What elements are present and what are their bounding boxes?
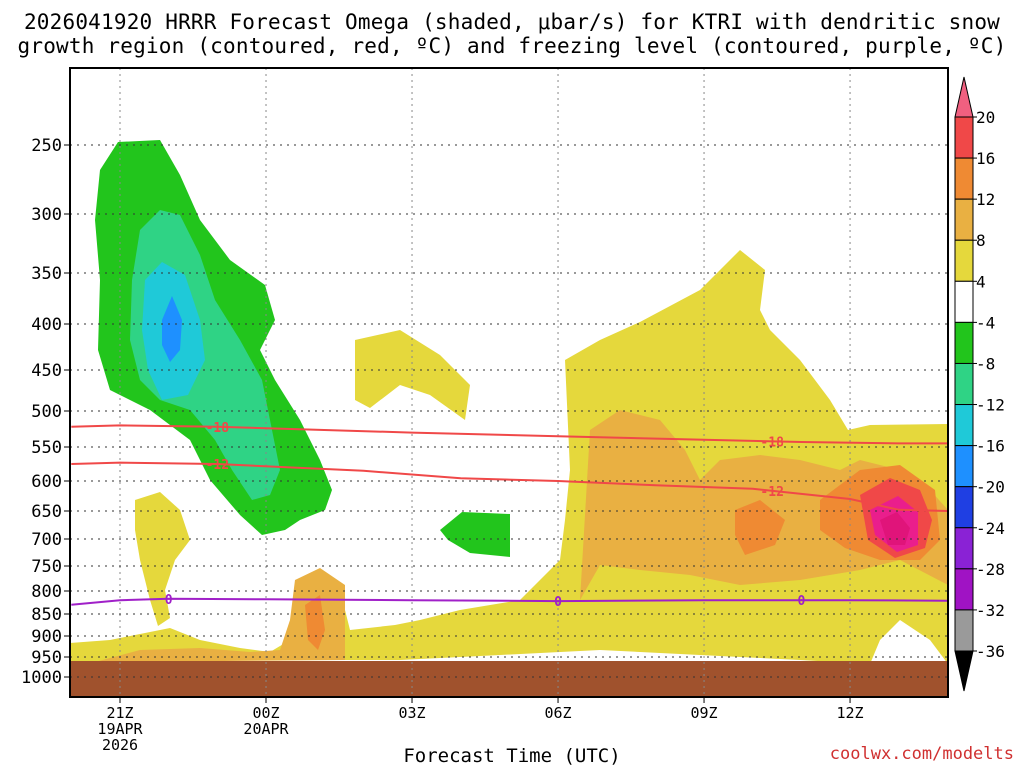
colorbar-box bbox=[954, 280, 974, 323]
omega-4-8-yellow-column bbox=[135, 492, 190, 626]
y-tick-label: 950 bbox=[31, 648, 62, 668]
y-tick-label: 400 bbox=[31, 315, 62, 335]
colorbar-label: -36 bbox=[976, 642, 1005, 661]
colorbar-box bbox=[954, 116, 974, 159]
x-tick-label: 20APR bbox=[243, 720, 289, 738]
y-tick-label: 800 bbox=[31, 582, 62, 602]
colorbar-label: -8 bbox=[976, 354, 995, 373]
y-tick-label: 300 bbox=[31, 205, 62, 225]
colorbar-label: 16 bbox=[976, 149, 995, 168]
colorbar-box bbox=[954, 445, 974, 488]
colorbar-top-arrow bbox=[954, 76, 974, 118]
x-tick-label: 06Z bbox=[544, 704, 571, 722]
colorbar-box bbox=[954, 321, 974, 364]
chart-title-line-2: growth region (contoured, red, ºC) and f… bbox=[17, 34, 1007, 58]
colorbar-label: -20 bbox=[976, 478, 1005, 497]
omega-neg16-neg20-blue bbox=[162, 296, 182, 362]
y-tick-label: 350 bbox=[31, 264, 62, 284]
y-tick-label: 650 bbox=[31, 502, 62, 522]
colorbar-box bbox=[954, 198, 974, 241]
x-tick-label: 00Z bbox=[252, 704, 279, 722]
credit-text: coolwx.com/modelts bbox=[829, 744, 1014, 764]
y-tick-label: 500 bbox=[31, 402, 62, 422]
contour-label: -18 bbox=[206, 421, 230, 436]
contour-line-0 bbox=[71, 597, 948, 606]
x-tick-label: 19APR bbox=[97, 720, 143, 738]
colorbar-label: -4 bbox=[976, 313, 995, 332]
x-tick-label: 09Z bbox=[690, 704, 717, 722]
omega-12-16-orange-a bbox=[735, 500, 785, 555]
colorbar-label: -24 bbox=[976, 519, 1005, 538]
colorbar-label: -12 bbox=[976, 396, 1005, 415]
colorbar-label: -32 bbox=[976, 601, 1005, 620]
y-tick-label: 450 bbox=[31, 361, 62, 381]
y-tick-label: 700 bbox=[31, 530, 62, 550]
x-tick-label: 03Z bbox=[398, 704, 425, 722]
y-tick-label: 600 bbox=[31, 472, 62, 492]
plot-frame bbox=[69, 67, 949, 698]
contour-line--18 bbox=[71, 424, 948, 445]
colorbar-box bbox=[954, 239, 974, 282]
colorbar-label: -28 bbox=[976, 560, 1005, 579]
x-axis-title: Forecast Time (UTC) bbox=[403, 745, 621, 767]
x-tick-label: 2026 bbox=[102, 736, 138, 754]
colorbar-box bbox=[954, 568, 974, 611]
contour-label: 0 bbox=[554, 595, 562, 610]
x-tick-label: 21Z bbox=[106, 704, 133, 722]
colorbar-box bbox=[954, 609, 974, 652]
colorbar-label: 12 bbox=[976, 190, 995, 209]
y-tick-label: 850 bbox=[31, 605, 62, 625]
shaded-omega-field bbox=[70, 140, 948, 697]
colorbar-box bbox=[954, 527, 974, 570]
colorbar-label: 4 bbox=[976, 272, 986, 291]
colorbar-box bbox=[954, 362, 974, 406]
chart-title-line-1: 2026041920 HRRR Forecast Omega (shaded, … bbox=[23, 10, 1001, 34]
colorbar-box bbox=[954, 157, 974, 200]
y-tick-label: 750 bbox=[31, 557, 62, 577]
colorbar-label: 20 bbox=[976, 108, 995, 127]
colorbar-bottom-arrow bbox=[954, 650, 974, 692]
omega-neg4-neg8-green-small bbox=[440, 512, 510, 557]
contour-label: -12 bbox=[206, 458, 229, 473]
y-tick-label: 550 bbox=[31, 438, 62, 458]
colorbar-label: -16 bbox=[976, 437, 1005, 456]
contour-label: 0 bbox=[797, 594, 805, 609]
omega-8-12-low-orange bbox=[95, 568, 345, 662]
y-tick-label: 900 bbox=[31, 627, 62, 647]
ground-shading bbox=[70, 661, 948, 697]
contour-label: -12 bbox=[760, 485, 783, 500]
contour-label: 0 bbox=[165, 593, 173, 608]
contour-label: -18 bbox=[760, 435, 784, 450]
contour-line--12 bbox=[71, 461, 948, 512]
omega-gt20-magenta-core bbox=[880, 512, 910, 545]
y-tick-label: 250 bbox=[31, 136, 62, 156]
x-tick-label: 12Z bbox=[837, 704, 864, 722]
colorbar-label: 8 bbox=[976, 231, 986, 250]
colorbar-box bbox=[954, 486, 974, 529]
colorbar-box bbox=[954, 404, 974, 447]
y-tick-label: 1000 bbox=[21, 668, 62, 688]
